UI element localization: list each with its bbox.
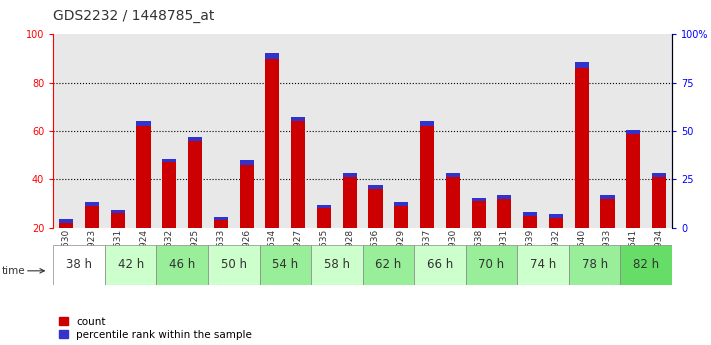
Bar: [652, 173, 666, 177]
Text: 62 h: 62 h: [375, 258, 402, 271]
Bar: [600, 199, 614, 276]
Bar: [549, 218, 563, 276]
Bar: [394, 206, 408, 276]
Bar: [105, 245, 156, 285]
Bar: [471, 201, 486, 276]
Bar: [368, 185, 383, 189]
Bar: [59, 223, 73, 276]
Bar: [497, 195, 511, 199]
Bar: [59, 219, 73, 223]
Bar: [414, 245, 466, 285]
Bar: [85, 202, 99, 206]
Bar: [394, 202, 408, 206]
Bar: [626, 130, 641, 134]
Bar: [311, 245, 363, 285]
Bar: [162, 162, 176, 276]
Bar: [162, 159, 176, 162]
Text: 54 h: 54 h: [272, 258, 299, 271]
Text: GDS2232 / 1448785_at: GDS2232 / 1448785_at: [53, 9, 215, 23]
Bar: [574, 62, 589, 68]
Text: 78 h: 78 h: [582, 258, 608, 271]
Bar: [420, 126, 434, 276]
Bar: [111, 213, 125, 276]
Bar: [517, 245, 569, 285]
Bar: [497, 199, 511, 276]
Bar: [626, 134, 641, 276]
Bar: [471, 197, 486, 201]
Bar: [343, 173, 357, 177]
Bar: [53, 245, 105, 285]
Bar: [569, 245, 620, 285]
Bar: [137, 126, 151, 276]
Text: 74 h: 74 h: [530, 258, 556, 271]
Bar: [549, 214, 563, 218]
Bar: [214, 217, 228, 220]
Bar: [343, 177, 357, 276]
Bar: [620, 245, 672, 285]
Bar: [208, 245, 260, 285]
Bar: [446, 173, 460, 177]
Legend: count, percentile rank within the sample: count, percentile rank within the sample: [58, 317, 252, 340]
Bar: [446, 177, 460, 276]
Bar: [652, 177, 666, 276]
Bar: [260, 245, 311, 285]
Bar: [317, 208, 331, 276]
Bar: [363, 245, 414, 285]
Bar: [523, 216, 538, 276]
Bar: [85, 206, 99, 276]
Text: time: time: [2, 266, 26, 276]
Text: 58 h: 58 h: [324, 258, 350, 271]
Text: 38 h: 38 h: [66, 258, 92, 271]
Bar: [137, 121, 151, 126]
Bar: [214, 220, 228, 276]
Bar: [368, 189, 383, 276]
Bar: [420, 121, 434, 126]
Bar: [265, 59, 279, 276]
Text: 66 h: 66 h: [427, 258, 453, 271]
Bar: [523, 212, 538, 216]
Bar: [156, 245, 208, 285]
Bar: [111, 209, 125, 213]
Text: 46 h: 46 h: [169, 258, 196, 271]
Bar: [188, 141, 202, 276]
Bar: [600, 195, 614, 199]
Bar: [317, 205, 331, 208]
Text: 50 h: 50 h: [220, 258, 247, 271]
Text: 70 h: 70 h: [479, 258, 505, 271]
Bar: [291, 121, 305, 276]
Bar: [188, 137, 202, 141]
Bar: [574, 68, 589, 276]
Bar: [291, 117, 305, 121]
Text: 42 h: 42 h: [117, 258, 144, 271]
Text: 82 h: 82 h: [633, 258, 659, 271]
Bar: [265, 52, 279, 59]
Bar: [240, 165, 254, 276]
Bar: [240, 160, 254, 165]
Bar: [466, 245, 517, 285]
